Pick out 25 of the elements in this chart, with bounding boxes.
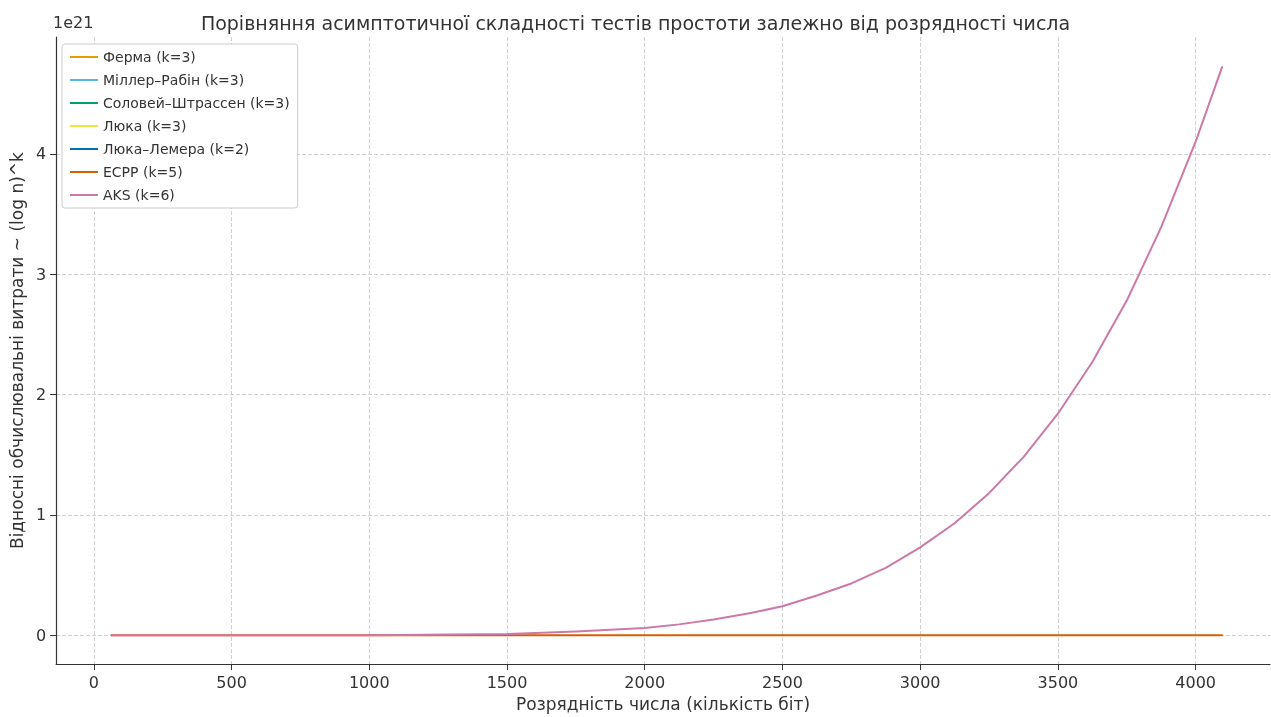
x-tick-label: 2500 — [762, 672, 803, 692]
y-axis-title: Відносні обчислювальні витрати ~ (log n)^k — [6, 151, 27, 550]
legend-label: Ферма (k=3) — [103, 49, 196, 65]
x-axis-title: Розрядність числа (кількість біт) — [516, 693, 811, 714]
text: 1e21 — [53, 12, 94, 32]
y-tick-label: 0 — [35, 625, 47, 645]
x-tick-label: 0 — [88, 672, 99, 692]
x-tick-label: 1000 — [348, 672, 390, 692]
legend-label: Міллер–Рабін (k=3) — [103, 72, 245, 88]
x-tick-label: 4000 — [1175, 672, 1216, 692]
y-tick-label: 4 — [35, 144, 47, 164]
y-tick-label: 2 — [35, 384, 47, 404]
x-tick-label: 3000 — [899, 672, 941, 692]
y-tick-label: 3 — [35, 264, 47, 284]
y-tick-label: 1 — [35, 505, 47, 525]
legend-label: Соловей–Штрассен (k=3) — [103, 95, 290, 111]
x-tick-label: 500 — [216, 672, 247, 692]
legend-label: Люка (k=3) — [103, 118, 187, 134]
x-tick-label: 1500 — [486, 672, 528, 692]
x-tick-label: 3500 — [1037, 672, 1079, 692]
legend-label: ECPP (k=5) — [103, 164, 183, 180]
legend-label: Люка–Лемера (k=2) — [103, 141, 250, 157]
legend-label: AKS (k=6) — [103, 187, 175, 203]
x-tick-label: 2000 — [624, 672, 666, 692]
chart-title: Порівняння асимптотичної складності тестів простоти залежно від розрядності числа — [200, 11, 1071, 34]
